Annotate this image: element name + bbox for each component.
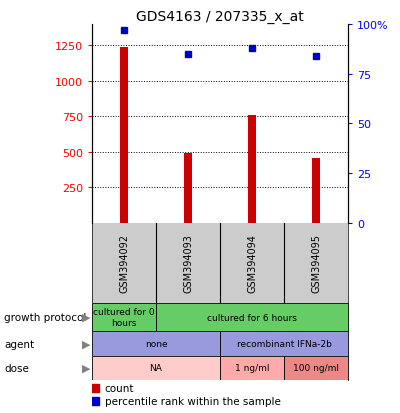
Bar bbox=[248, 116, 256, 223]
Bar bbox=[184, 154, 192, 223]
Text: NA: NA bbox=[150, 363, 162, 373]
Text: growth protocol: growth protocol bbox=[4, 312, 86, 322]
Text: percentile rank within the sample: percentile rank within the sample bbox=[105, 396, 281, 406]
Text: ▶: ▶ bbox=[82, 363, 90, 373]
Text: 100 ng/ml: 100 ng/ml bbox=[293, 363, 339, 373]
Bar bbox=[220, 332, 348, 356]
Text: count: count bbox=[105, 383, 134, 393]
Bar bbox=[156, 303, 348, 332]
Bar bbox=[312, 158, 320, 223]
Text: GSM394092: GSM394092 bbox=[119, 234, 129, 292]
Text: none: none bbox=[145, 339, 167, 348]
Text: GSM394093: GSM394093 bbox=[183, 234, 193, 292]
Text: agent: agent bbox=[4, 339, 34, 349]
Text: ▶: ▶ bbox=[82, 339, 90, 349]
Bar bbox=[284, 356, 348, 380]
Bar bbox=[92, 356, 220, 380]
Title: GDS4163 / 207335_x_at: GDS4163 / 207335_x_at bbox=[136, 10, 304, 24]
Bar bbox=[220, 356, 284, 380]
Text: GSM394094: GSM394094 bbox=[247, 234, 257, 292]
Text: ▶: ▶ bbox=[82, 312, 90, 322]
Bar bbox=[92, 332, 220, 356]
Text: recombinant IFNa-2b: recombinant IFNa-2b bbox=[236, 339, 332, 348]
Text: dose: dose bbox=[4, 363, 29, 373]
Text: 1 ng/ml: 1 ng/ml bbox=[235, 363, 269, 373]
Text: GSM394095: GSM394095 bbox=[311, 234, 321, 292]
Text: cultured for 0
hours: cultured for 0 hours bbox=[93, 308, 155, 327]
Bar bbox=[120, 47, 128, 223]
Bar bbox=[92, 303, 156, 332]
Text: cultured for 6 hours: cultured for 6 hours bbox=[207, 313, 297, 322]
